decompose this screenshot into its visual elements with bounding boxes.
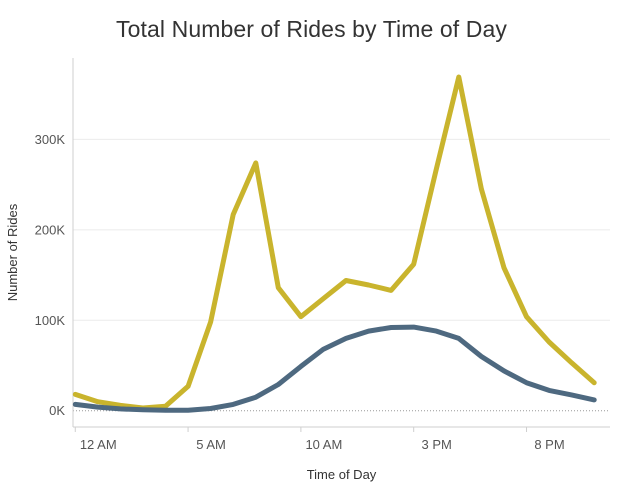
x-tick-label: 10 AM bbox=[305, 437, 342, 452]
chart-title: Total Number of Rides by Time of Day bbox=[116, 16, 507, 42]
y-tick-label: 100K bbox=[35, 313, 66, 328]
y-tick-label: 200K bbox=[35, 222, 66, 237]
y-tick-label: 300K bbox=[35, 132, 66, 147]
x-axis-label: Time of Day bbox=[307, 467, 377, 482]
series-lines bbox=[72, 74, 597, 413]
x-axis-ticks: 12 AM 5 AM 10 AM 3 PM 8 PM bbox=[74, 427, 565, 452]
series-line-1 bbox=[72, 74, 597, 411]
x-tick-label: 12 AM bbox=[80, 437, 117, 452]
x-tick-label: 3 PM bbox=[422, 437, 452, 452]
gridlines bbox=[73, 138, 610, 412]
y-axis-ticks: 0K 100K 200K 300K bbox=[35, 132, 66, 418]
x-tick-label: 5 AM bbox=[196, 437, 226, 452]
x-tick-label: 8 PM bbox=[534, 437, 564, 452]
series-line-2 bbox=[72, 324, 597, 413]
y-axis-label: Number of Rides bbox=[5, 203, 20, 301]
y-tick-label: 0K bbox=[49, 403, 65, 418]
